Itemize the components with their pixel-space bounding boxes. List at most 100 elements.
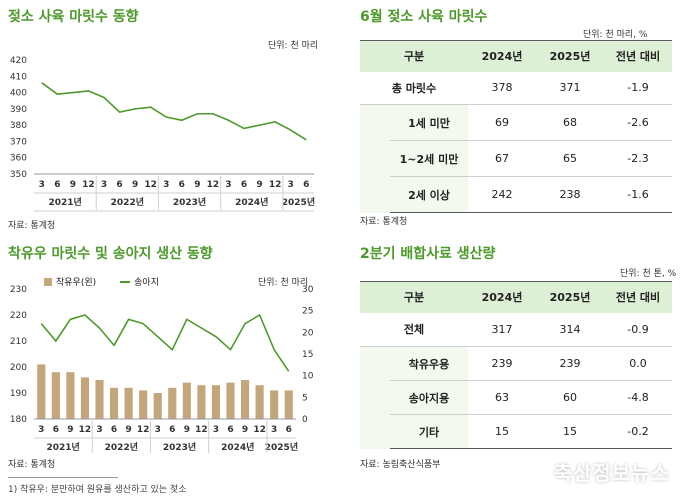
x-tick-label: 6: [111, 425, 117, 435]
watermark: 축산정보뉴스: [553, 461, 670, 485]
table-row: 1세 미만 69 68 -2.6: [360, 104, 672, 213]
table2-source: 자료: 농림축산식품부: [360, 460, 441, 470]
x-tick-label: 3: [163, 180, 169, 190]
row-label: 1~2세 미만: [390, 140, 468, 177]
bar: [124, 387, 133, 419]
x-tick-label: 9: [125, 425, 131, 435]
table2-header-row: 구분 2024년 2025년 전년 대비: [360, 281, 672, 313]
x-tick-label: 6: [179, 180, 185, 190]
chart2-legend: 착유우(왼) 송아지: [44, 275, 159, 288]
x-tick-label: 12: [269, 180, 282, 190]
bar: [80, 377, 90, 419]
x-tick-label: 3: [39, 180, 45, 190]
y-tick-label: 420: [10, 56, 27, 66]
x-tick-label: 12: [195, 425, 208, 435]
bar: [226, 382, 235, 419]
bar: [139, 390, 148, 419]
x-tick-label: 12: [79, 425, 92, 435]
row-change: -2.3: [604, 140, 672, 177]
x-tick-label: 12: [137, 425, 150, 435]
row-label: 착유우용: [390, 346, 468, 381]
row-2024: 242: [468, 176, 536, 213]
row-label: 송아지용: [390, 380, 468, 415]
row-label: 1세 미만: [390, 104, 468, 141]
x-tick-label: 3: [271, 425, 277, 435]
y-tick-label: 390: [10, 105, 27, 115]
x-tick-label: 9: [132, 180, 138, 190]
row-2025: 68: [536, 104, 604, 141]
total-change: -1.9: [604, 71, 672, 105]
y-tick-label: 360: [10, 154, 27, 164]
y-tick-label: 370: [10, 137, 27, 147]
x-tick-label: 9: [256, 180, 262, 190]
y-left-tick-label: 180: [10, 415, 27, 425]
x-tick-label: 9: [242, 425, 248, 435]
table1: 구분 2024년 2025년 전년 대비 총 마릿수 378 371 -1.9 …: [360, 40, 672, 213]
row-2024: 15: [468, 414, 536, 449]
row-2024: 239: [468, 346, 536, 381]
row-2024: 69: [468, 104, 536, 141]
row-2025: 65: [536, 140, 604, 177]
bar: [240, 380, 250, 419]
table1-header-change: 전년 대비: [604, 40, 672, 72]
y-right-tick-label: 0: [302, 415, 308, 425]
y-right-tick-label: 20: [302, 328, 314, 338]
y-right-tick-label: 5: [302, 393, 308, 403]
x-tick-label: 3: [155, 425, 161, 435]
table-row: 1~2세 미만 67 65 -2.3: [360, 140, 672, 177]
table-row: 송아지용 63 60 -4.8: [360, 380, 672, 415]
x-tick-label: 9: [70, 180, 76, 190]
total-label: 총 마릿수: [360, 71, 468, 105]
x-tick-label: 3: [96, 425, 102, 435]
x-tick-label: 3: [225, 180, 231, 190]
table2-unit: 단위: 천 톤, %: [620, 269, 677, 279]
x-tick-label: 6: [169, 425, 175, 435]
x-year-label: 2022년: [105, 441, 138, 453]
row-change: -1.6: [604, 176, 672, 213]
chart2-unit: 단위: 천 마리: [258, 278, 309, 288]
y-left-tick-label: 220: [10, 311, 27, 321]
x-year-label: 2025년: [265, 441, 298, 453]
row-change: -2.6: [604, 104, 672, 141]
chart2-title: 착유우 마릿수 및 송아지 생산 동향: [8, 246, 213, 262]
table2-header-2025: 2025년: [536, 281, 604, 313]
bar: [284, 390, 293, 419]
x-tick-label: 12: [82, 180, 95, 190]
total-label: 전체: [360, 312, 468, 347]
table-row: 2세 이상 242 238 -1.6: [360, 176, 672, 213]
row-2025: 60: [536, 380, 604, 415]
table2-header-change: 전년 대비: [604, 281, 672, 313]
legend-line-label: 송아지: [134, 278, 159, 288]
x-year-label: 2023년: [163, 441, 196, 453]
table2-title: 2분기 배합사료 생산량: [360, 246, 496, 262]
table1-header-row: 구분 2024년 2025년 전년 대비: [360, 40, 672, 72]
y-left-tick-label: 200: [10, 363, 27, 373]
bar: [37, 364, 46, 419]
x-year-label: 2025년: [282, 196, 315, 208]
table2-header-category: 구분: [360, 281, 468, 313]
x-tick-label: 9: [67, 425, 73, 435]
row-2024: 63: [468, 380, 536, 415]
y-right-tick-label: 25: [302, 307, 313, 317]
x-tick-label: 12: [207, 180, 220, 190]
bar: [197, 385, 206, 419]
x-year-label: 2022년: [111, 196, 144, 208]
table1-header-category: 구분: [360, 40, 468, 72]
row-change: -4.8: [604, 380, 672, 415]
row-2025: 15: [536, 414, 604, 449]
table-row: 착유우용 239 239 0.0: [360, 346, 672, 449]
x-tick-label: 6: [116, 180, 122, 190]
table-row: 전체 317 314 -0.9: [360, 312, 672, 347]
total-2024: 317: [468, 312, 536, 347]
total-change: -0.9: [604, 312, 672, 347]
y-tick-label: 400: [10, 89, 27, 99]
table1-source: 자료: 통계청: [360, 217, 408, 227]
chart1-unit: 단위: 천 마리: [268, 41, 319, 51]
footnote-divider: [8, 477, 118, 478]
x-year-label: 2021년: [46, 441, 79, 453]
row-2025: 239: [536, 346, 604, 381]
y-left-tick-label: 210: [10, 337, 27, 347]
total-2025: 371: [536, 71, 604, 105]
y-left-tick-label: 190: [10, 389, 27, 399]
